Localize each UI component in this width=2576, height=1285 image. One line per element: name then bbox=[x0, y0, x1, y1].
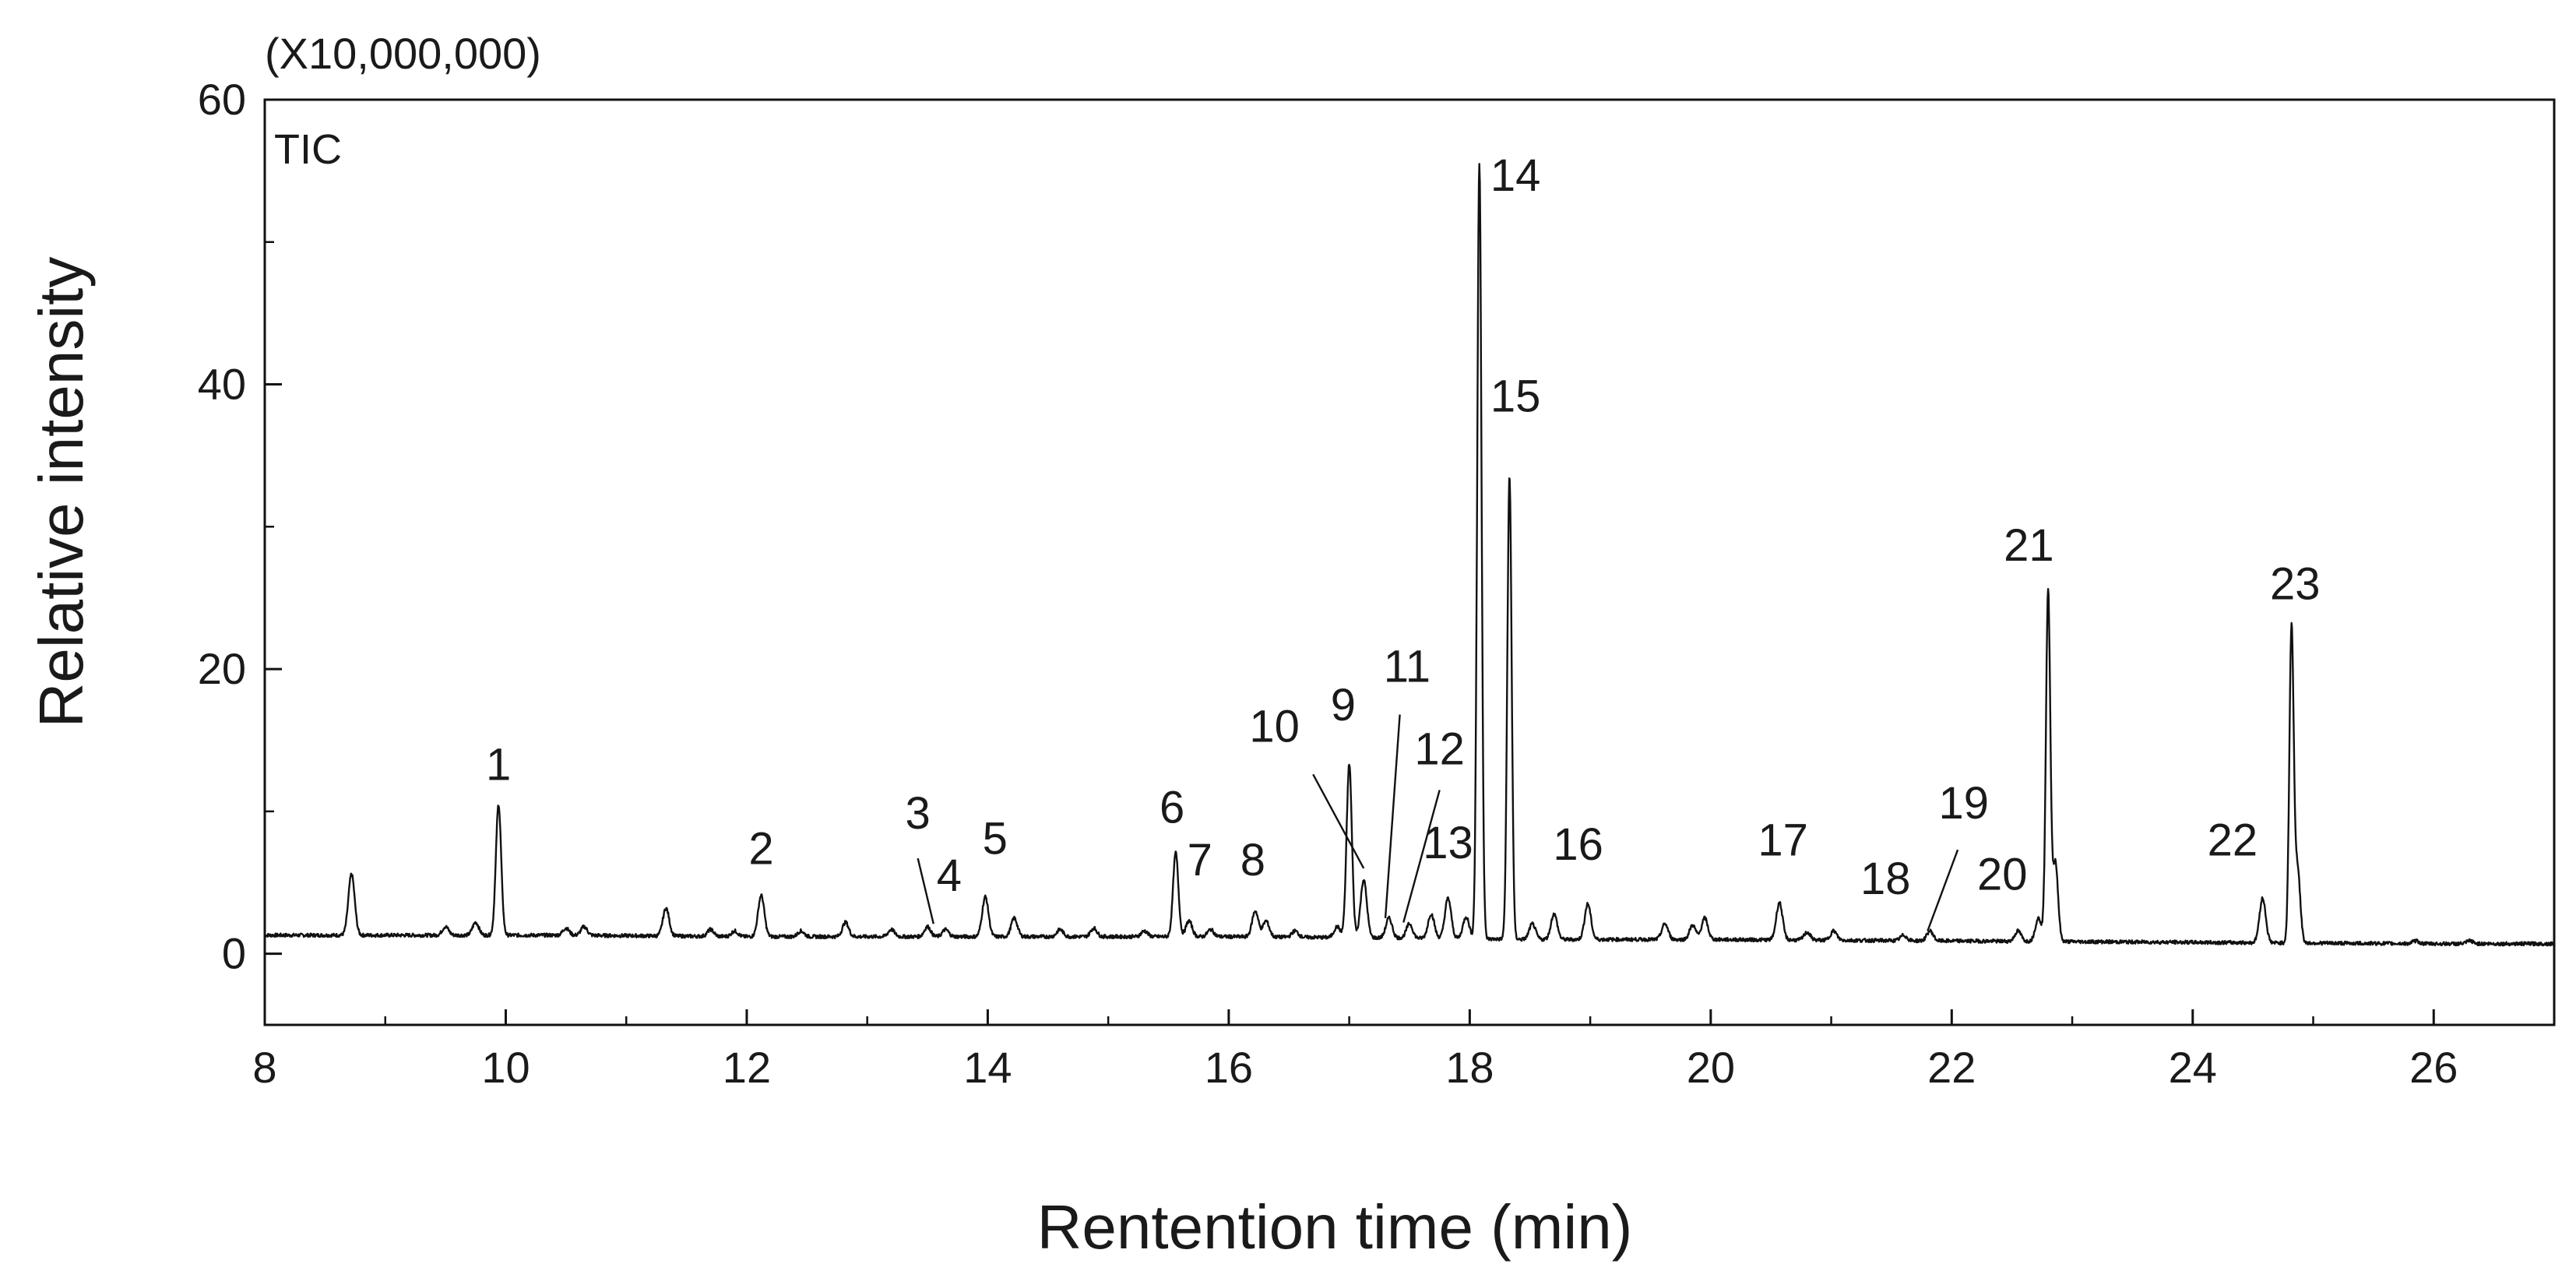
peak-label-7: 7 bbox=[1188, 835, 1212, 885]
peak-label-2: 2 bbox=[748, 823, 773, 874]
plot-frame bbox=[263, 98, 2556, 1026]
peak-label-23: 23 bbox=[2270, 559, 2321, 610]
y-tick-label-40: 40 bbox=[198, 360, 246, 409]
peak-label-15: 15 bbox=[1490, 371, 1541, 421]
x-tick-label-12: 12 bbox=[723, 1043, 771, 1092]
y-tick-label-20: 20 bbox=[198, 644, 246, 693]
peak-label-19: 19 bbox=[1939, 778, 1990, 829]
series-label-tic: TIC bbox=[274, 126, 342, 173]
x-tick-label-22: 22 bbox=[1927, 1043, 1976, 1092]
x-tick-label-20: 20 bbox=[1687, 1043, 1735, 1092]
peak-label-14: 14 bbox=[1490, 150, 1541, 201]
peak-label-8: 8 bbox=[1240, 835, 1265, 885]
y-tick-label-0: 0 bbox=[222, 929, 246, 978]
peak-label-5: 5 bbox=[983, 814, 1008, 864]
peak-leader-line-10 bbox=[1312, 773, 1365, 869]
x-tick-label-14: 14 bbox=[963, 1043, 1012, 1092]
peak-label-6: 6 bbox=[1160, 782, 1184, 833]
tic-trace bbox=[264, 163, 2556, 947]
peak-label-3: 3 bbox=[906, 788, 931, 839]
peak-label-12: 12 bbox=[1414, 724, 1465, 775]
x-tick-label-10: 10 bbox=[481, 1043, 530, 1092]
x-tick-label-18: 18 bbox=[1445, 1043, 1494, 1092]
x-tick-label-8: 8 bbox=[252, 1043, 276, 1092]
peak-label-17: 17 bbox=[1758, 815, 1808, 866]
peak-label-18: 18 bbox=[1860, 854, 1911, 904]
peak-label-1: 1 bbox=[486, 740, 511, 790]
peak-leader-line-3 bbox=[917, 857, 934, 924]
x-axis-label: Rentention time (min) bbox=[1037, 1192, 1633, 1262]
peak-label-22: 22 bbox=[2208, 815, 2258, 866]
peak-label-10: 10 bbox=[1249, 701, 1300, 752]
x-tick-label-24: 24 bbox=[2169, 1043, 2217, 1092]
x-tick-label-16: 16 bbox=[1205, 1043, 1253, 1092]
y-axis-label: Relative intensity bbox=[26, 257, 96, 728]
peak-label-4: 4 bbox=[937, 850, 962, 901]
peak-leader-line-12 bbox=[1402, 790, 1441, 923]
peak-label-13: 13 bbox=[1423, 818, 1473, 868]
peak-label-9: 9 bbox=[1331, 680, 1356, 731]
peak-leader-line-19 bbox=[1927, 849, 1959, 931]
y-tick-label-60: 60 bbox=[198, 75, 246, 124]
peak-label-20: 20 bbox=[1977, 849, 2028, 900]
multiplier-label: (X10,000,000) bbox=[265, 29, 541, 78]
peak-label-16: 16 bbox=[1553, 819, 1603, 870]
peak-label-11: 11 bbox=[1384, 642, 1431, 692]
peak-label-21: 21 bbox=[2004, 520, 2054, 571]
x-tick-label-26: 26 bbox=[2409, 1043, 2458, 1092]
peak-leader-line-11 bbox=[1384, 714, 1401, 919]
